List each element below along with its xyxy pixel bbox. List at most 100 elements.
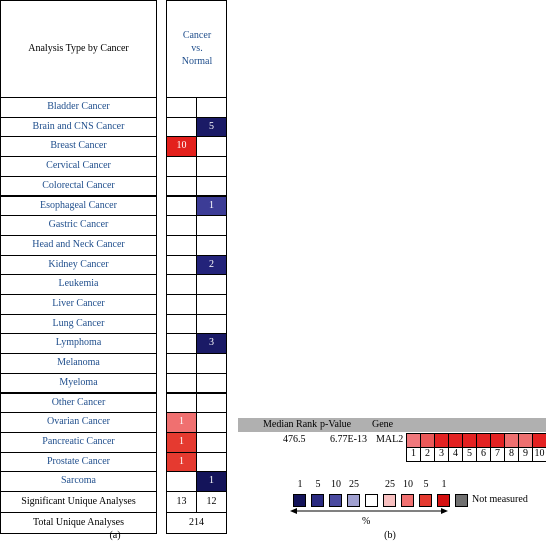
rank-index: 3 [439,448,444,459]
cancer-name: Melanoma [57,357,100,369]
cancer-name: Esophageal Cancer [40,199,117,211]
rank-cell [518,433,533,448]
heat-cell [166,116,197,138]
heat-cell [196,372,227,394]
cell-value: 3 [209,337,214,349]
legend-swatch [455,494,468,507]
legend-label: 25 [385,479,395,490]
heat-cell [196,215,227,236]
rank-cell [532,433,546,448]
heat-cell [166,333,197,355]
heat-cell [196,353,227,374]
summary-value: 12 [206,496,217,507]
rank-cell [476,433,491,448]
summary-value: 214 [189,517,204,528]
rank-cell [504,433,519,448]
column-header: Gene [372,419,394,430]
heat-cell [196,97,227,118]
heat-cell [166,353,197,374]
heat-cell [196,412,227,433]
heat-cell [196,156,227,177]
legend-swatch [311,494,324,507]
cancer-name: Liver Cancer [52,298,105,309]
cancer-name: Breast Cancer [50,140,107,152]
cancer-name: Ovarian Cancer [46,416,111,428]
heat-cell [196,274,227,295]
rank-cell [420,433,435,448]
cancer-name: Prostate Cancer [46,455,111,467]
heat-cell [196,294,227,315]
legend-label: 25 [349,479,359,490]
row-title: Analysis Type by Cancer [28,43,129,54]
rank-index: 8 [509,448,514,459]
legend-swatch [293,494,306,507]
legend-unit: % [362,516,371,527]
legend-swatch [437,494,450,507]
arrow [290,508,448,514]
legend-label: 1 [297,479,303,490]
cancer-name: Lung Cancer [52,317,105,329]
column-title: Cancer vs. Normal [181,30,213,67]
cell-value: 1 [179,455,184,467]
heat-cell [166,234,197,256]
heat-cell [166,97,197,118]
rank-index: 10 [534,448,545,459]
heat-cell [196,136,227,158]
heat-cell [166,294,197,315]
heat-cell [196,175,227,197]
heat-cell [196,392,227,414]
cell-value: 10 [176,140,187,152]
cancer-name: Bladder Cancer [47,101,110,112]
rank-index: 7 [495,448,500,459]
rank-index: 6 [481,448,486,459]
rank-cell [448,433,463,448]
heat-cell [166,254,197,276]
column-header: Median Rank [263,419,318,430]
cancer-name: Kidney Cancer [48,258,109,270]
cancer-name: Head and Neck Cancer [32,238,125,250]
rank-cell [462,433,477,448]
panel-label: (b) [384,530,396,541]
legend-swatch [383,494,396,507]
legend-swatch [401,494,414,507]
legend-swatch [365,494,378,507]
summary-cell [166,512,227,534]
heat-cell [166,372,197,394]
legend-label: 5 [423,479,429,490]
column-header: p-Value [320,419,352,430]
gene: MAL2 [376,434,404,445]
median-rank: 476.5 [283,434,306,445]
cell-value: 1 [179,435,184,447]
cancer-name: Sarcoma [61,475,96,487]
heat-cell [196,451,227,473]
heat-cell [196,234,227,256]
heat-cell [166,471,197,492]
cancer-name: Leukemia [58,278,99,290]
heat-cell [196,313,227,335]
legend-label: 1 [441,479,447,490]
heat-cell [166,392,197,414]
table-header [238,418,546,432]
rank-index-cell [532,447,546,462]
rank-index: 4 [453,448,458,459]
heat-cell [166,215,197,236]
summary-label: Total Unique Analyses [33,517,124,528]
legend-swatch [419,494,432,507]
cell-value: 1 [209,199,214,211]
cancer-name: Colorectal Cancer [42,179,115,191]
rank-cell [490,433,505,448]
header-cell: Analysis Type by Cancer [0,0,157,98]
cell-value: 5 [209,120,214,132]
heat-cell [196,431,227,453]
cell-value: 1 [179,416,184,428]
cancer-name: Myeloma [59,376,98,388]
legend-label: 10 [403,479,413,490]
rank-cell [406,433,421,448]
summary-value: 13 [176,496,187,507]
legend-swatch [329,494,342,507]
rank-index: 5 [467,448,472,459]
rank-index: 9 [523,448,528,459]
cancer-name: Cervical Cancer [46,160,111,172]
rank-cell [434,433,449,448]
row-cell [0,512,157,534]
